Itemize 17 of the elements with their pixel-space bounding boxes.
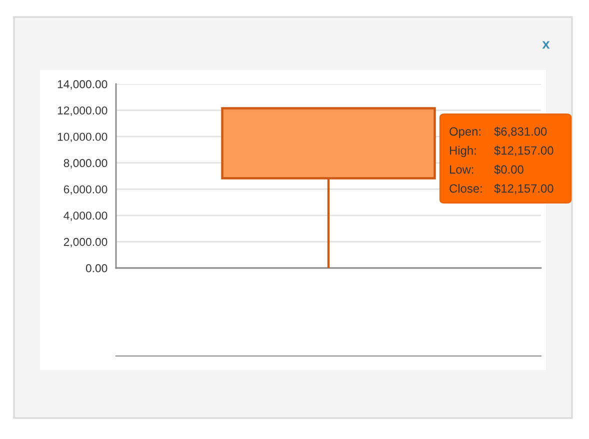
- y-tick-label: 14,000.00: [58, 80, 108, 90]
- y-tick-label: 2,000.00: [64, 238, 108, 248]
- text: x: [542, 41, 550, 49]
- y-tick-label: 4,000.00: [64, 212, 108, 222]
- y-tick-label: 10,000.00: [58, 132, 108, 142]
- annotation: Open:: [450, 127, 480, 138]
- y-tick-label: 6,000.00: [64, 185, 108, 195]
- y-tick-label: 0.00: [86, 264, 108, 272]
- annotation: Low:: [450, 165, 474, 174]
- annotation: $6,831.00: [494, 126, 547, 138]
- annotation: $12,157.00: [494, 184, 554, 194]
- y-tick-label: 8,000.00: [64, 159, 108, 168]
- annotation: $0.00: [494, 164, 524, 174]
- y-tick-label: 12,000.00: [58, 106, 108, 116]
- annotation: High:: [450, 146, 476, 158]
- annotation: Close:: [450, 184, 482, 193]
- annotation: $12,157.00: [494, 146, 554, 156]
